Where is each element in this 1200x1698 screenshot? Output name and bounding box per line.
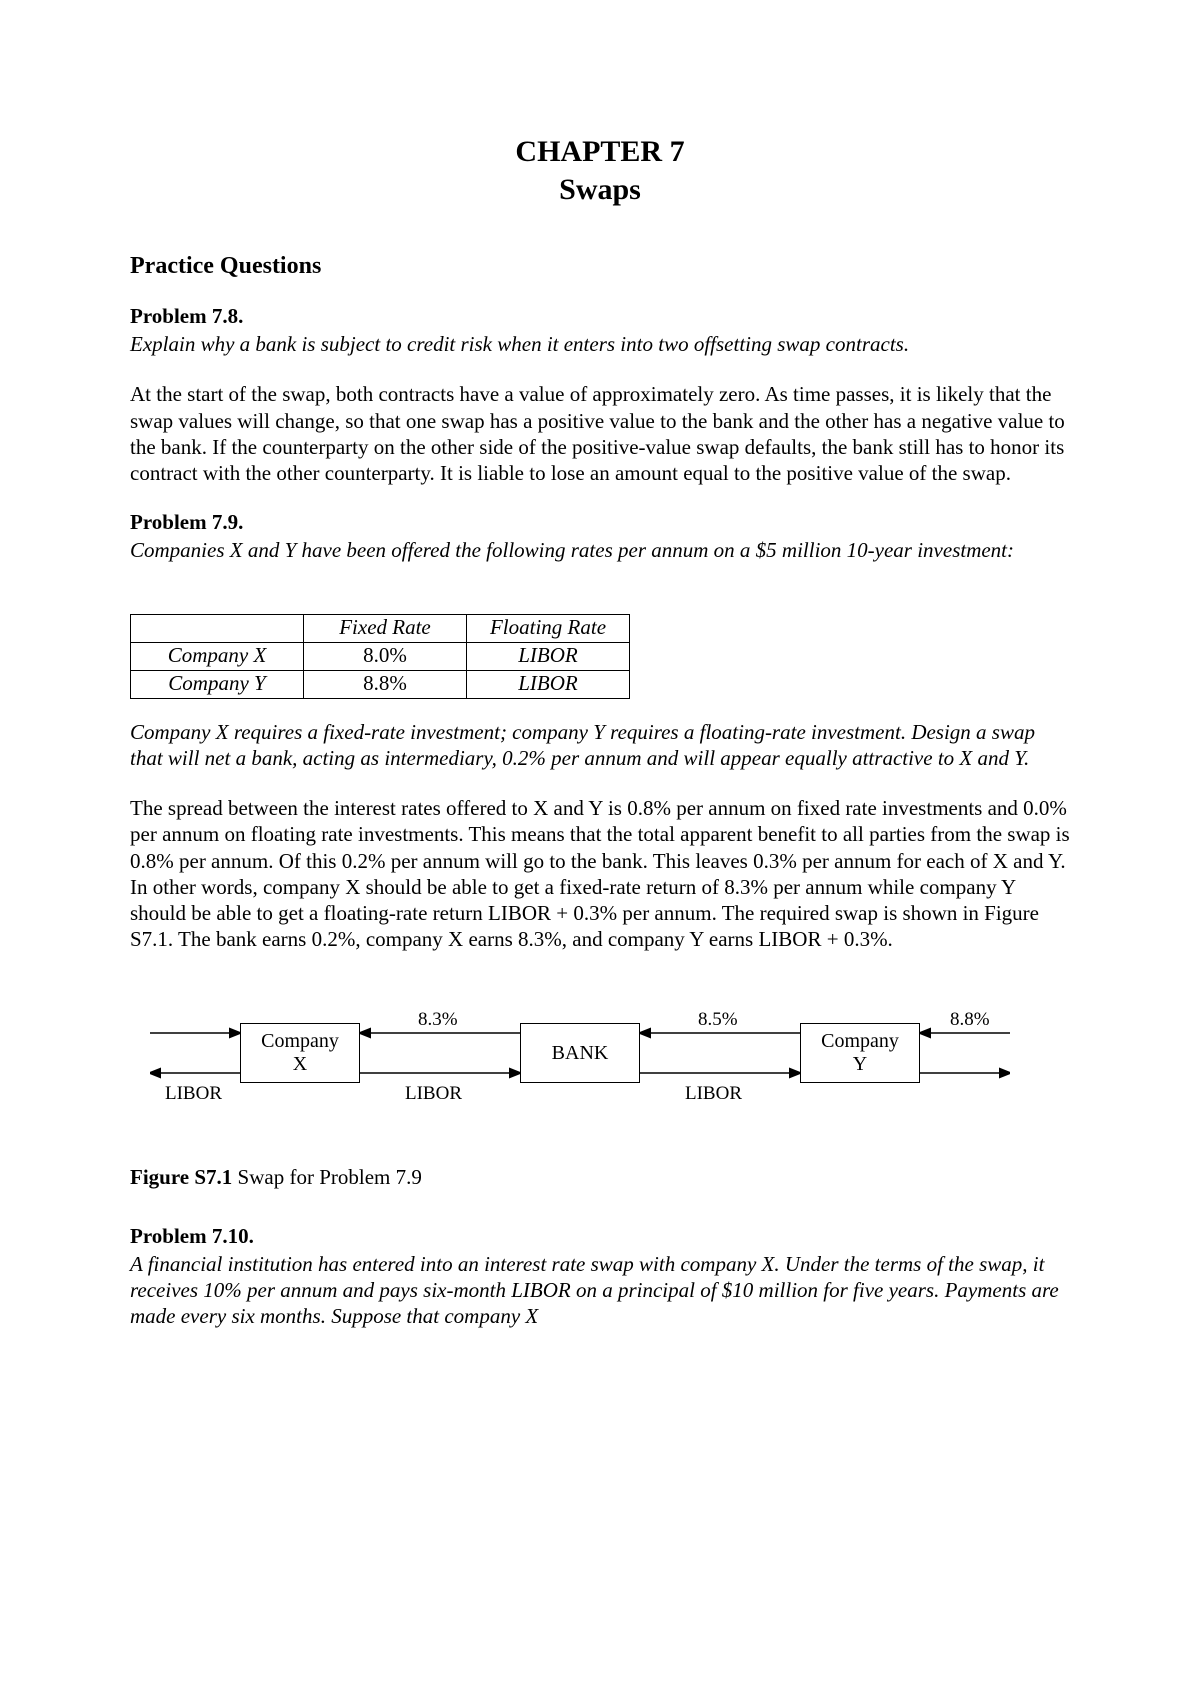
table-cell: LIBOR <box>467 670 630 698</box>
table-row-label-y: Company Y <box>131 670 304 698</box>
table-row: Company X 8.0% LIBOR <box>131 642 630 670</box>
diagram-edge-label: 8.8% <box>950 1009 990 1031</box>
figure-caption-bold: Figure S7.1 <box>130 1165 232 1189</box>
table-cell: LIBOR <box>467 642 630 670</box>
swap-diagram: CompanyX BANK CompanyY LIBOR 8.3% LIBOR 8.5% L… <box>150 985 1010 1135</box>
diagram-edge-label: LIBOR <box>165 1083 222 1105</box>
problem-prompt-7-9: Companies X and Y have been offered the … <box>130 537 1070 563</box>
diagram-edge-label: LIBOR <box>405 1083 462 1105</box>
table-row: Fixed Rate Floating Rate <box>131 614 630 642</box>
table-header-fixed: Fixed Rate <box>304 614 467 642</box>
table-row-label-x: Company X <box>131 642 304 670</box>
diagram-edge-label: LIBOR <box>685 1083 742 1105</box>
diagram-node-x: CompanyX <box>240 1023 360 1083</box>
problem-prompt-7-10: A financial institution has entered into… <box>130 1251 1070 1330</box>
table-row: Company Y 8.8% LIBOR <box>131 670 630 698</box>
section-title: Practice Questions <box>130 253 1070 280</box>
diagram-node-y: CompanyY <box>800 1023 920 1083</box>
figure-caption: Figure S7.1 Swap for Problem 7.9 <box>130 1165 1070 1190</box>
problem-title-7-9: Problem 7.9. <box>130 510 1070 535</box>
table-cell: 8.8% <box>304 670 467 698</box>
diagram-edge-label: 8.3% <box>418 1009 458 1031</box>
page: CHAPTER 7 Swaps Practice Questions Probl… <box>0 0 1200 1698</box>
chapter-number: CHAPTER 7 <box>130 135 1070 169</box>
table-header-floating: Floating Rate <box>467 614 630 642</box>
problem-prompt2-7-9: Company X requires a fixed-rate investme… <box>130 719 1070 772</box>
figure-caption-rest: Swap for Problem 7.9 <box>232 1165 422 1189</box>
problem-answer-7-8: At the start of the swap, both contracts… <box>130 381 1070 486</box>
table-cell: 8.0% <box>304 642 467 670</box>
diagram-node-bank: BANK <box>520 1023 640 1083</box>
problem-answer-7-9: The spread between the interest rates of… <box>130 795 1070 953</box>
table-header-blank <box>131 614 304 642</box>
rate-table: Fixed Rate Floating Rate Company X 8.0% … <box>130 614 630 699</box>
chapter-title: Swaps <box>130 173 1070 207</box>
problem-prompt-7-8: Explain why a bank is subject to credit … <box>130 331 1070 357</box>
diagram-edge-label: 8.5% <box>698 1009 738 1031</box>
problem-title-7-8: Problem 7.8. <box>130 304 1070 329</box>
problem-title-7-10: Problem 7.10. <box>130 1224 1070 1249</box>
